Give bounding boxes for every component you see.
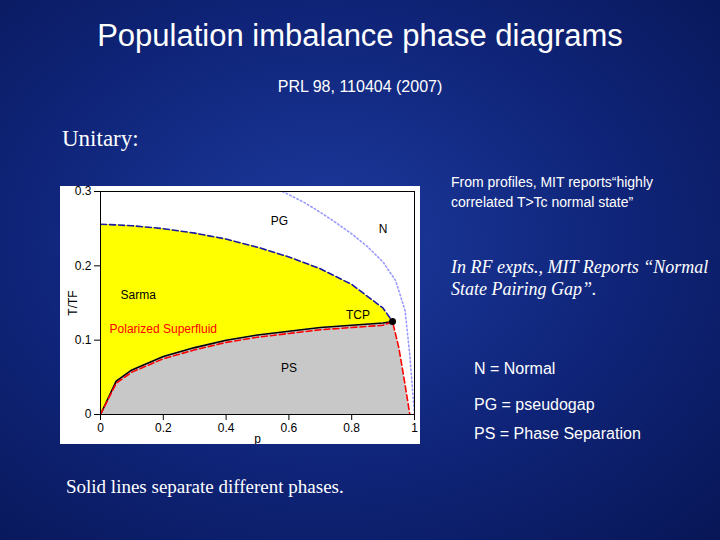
html-text:PS = Phase Separation: PS = Phase Separation [474,425,641,442]
svg-text:0: 0 [97,421,104,435]
svg-text:N: N [379,222,388,236]
html-text:In RF expts., MIT Reports “Nor: In RF expts., MIT Reports “Normal State … [451,257,709,299]
html-text:Population imbalance phase dia: Population imbalance phase diagrams [97,18,623,53]
html-text:N = Normal: N = Normal [474,360,556,377]
svg-text:0.3: 0.3 [75,186,92,198]
svg-text:0.4: 0.4 [218,421,235,435]
svg-text:0.2: 0.2 [75,259,92,273]
svg-text:0.6: 0.6 [281,421,298,435]
svg-text:PG: PG [271,214,288,228]
html-text:Solid lines separate different: Solid lines separate different phases. [66,476,344,497]
svg-text:Polarized Superfluid: Polarized Superfluid [110,322,217,336]
svg-text:PS: PS [281,361,297,375]
svg-text:0.1: 0.1 [75,333,92,347]
svg-text:0.2: 0.2 [155,421,172,435]
svg-text:TCP: TCP [346,308,370,322]
svg-text:T/TF: T/TF [66,290,80,315]
html-text:PG = pseudogap: PG = pseudogap [474,396,595,413]
svg-text:0: 0 [85,407,92,421]
html-text:PRL 98, 110404 (2007): PRL 98, 110404 (2007) [277,78,443,95]
svg-text:1: 1 [411,421,418,435]
svg-text:0.8: 0.8 [343,421,360,435]
svg-text:p: p [254,432,261,445]
html-text:From profiles, MIT reports“hig: From profiles, MIT reports“highly correl… [451,174,653,210]
svg-text:Sarma: Sarma [121,288,157,302]
html-text:Unitary:: Unitary: [62,126,139,151]
